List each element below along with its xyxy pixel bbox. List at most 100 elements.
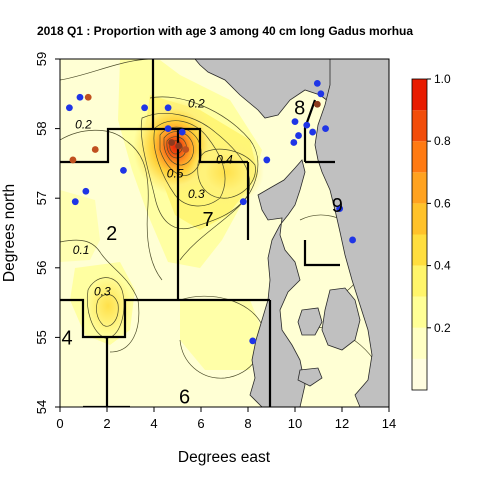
x-tick-label: 0: [56, 416, 63, 431]
y-axis: 54 55 56 57 58 59: [34, 52, 60, 414]
y-tick-label: 56: [34, 261, 49, 275]
contour-line: [96, 294, 119, 327]
contour-line: [169, 140, 183, 155]
land-island-small: [297, 367, 323, 387]
legend-tick-label: 0.4: [434, 259, 451, 273]
station-point: [317, 90, 325, 98]
station-point: [263, 156, 271, 164]
station-point: [76, 93, 84, 101]
station-point: [291, 118, 299, 126]
x-tick-label: 8: [244, 416, 251, 431]
station-point: [322, 125, 329, 132]
contour-line: [159, 126, 202, 176]
station-point: [141, 104, 149, 112]
legend-tick-label: 0.2: [434, 321, 451, 335]
station-point: [290, 139, 298, 146]
land-mask: [194, 59, 389, 407]
legend-swatch: [412, 203, 427, 235]
y-tick-label: 59: [34, 52, 49, 66]
legend-swatch: [412, 296, 427, 328]
contour-line: [60, 59, 151, 81]
legend-tick-label: 0.6: [434, 196, 451, 210]
contour-line: [60, 129, 163, 281]
legend-swatch: [412, 79, 427, 111]
legend-swatch: [412, 110, 427, 142]
area-boundary: [60, 298, 178, 339]
land-denmark-jutland: [249, 159, 306, 407]
area-boundaries: [60, 59, 340, 407]
station-point: [309, 128, 317, 136]
station-point: [91, 146, 99, 153]
heat-band-east: [180, 300, 262, 370]
contour-label: 0.2: [75, 118, 92, 132]
region-labels: 2 4 6 7 8 9: [61, 98, 343, 409]
legend-swatch: [412, 141, 427, 173]
plot-area: 2 4 6 7 8 9 0.2 0.2 0.1 0.3 0.3 0.4 0.5: [60, 59, 389, 409]
station-point: [349, 236, 356, 244]
station-point: [164, 104, 172, 112]
y-tick-label: 57: [34, 191, 49, 205]
contour-label: 0.4: [216, 152, 233, 166]
station-point: [239, 198, 247, 206]
legend-swatch: [412, 234, 427, 266]
region-label: 6: [179, 387, 190, 409]
station-point: [178, 128, 186, 136]
contour-label: 0.3: [188, 187, 205, 201]
x-tick-label: 12: [335, 416, 349, 431]
station-point: [249, 337, 257, 345]
contour-line: [86, 277, 125, 339]
station-point: [164, 125, 172, 132]
legend-tick-label: 1.0: [434, 72, 451, 86]
plot-frame: [59, 58, 390, 408]
x-tick-label: 14: [382, 416, 396, 431]
hotspot-east: [188, 138, 264, 206]
land-funen: [297, 307, 323, 336]
hotspot-south: [84, 274, 132, 338]
station-point: [313, 100, 321, 108]
contour-label: 0.1: [73, 243, 90, 257]
contour-line: [60, 239, 140, 353]
y-axis-label: Degrees north: [1, 184, 18, 282]
station-point: [82, 187, 90, 195]
station-point: [295, 132, 302, 139]
legend-swatch: [412, 358, 427, 390]
region-label: 9: [332, 195, 343, 217]
x-tick-label: 10: [288, 416, 302, 431]
x-tick-label: 6: [197, 416, 204, 431]
chart-title: 2018 Q1 : Proportion with age 3 among 40…: [37, 24, 413, 38]
legend-frame: [411, 78, 428, 391]
contour-line: [149, 96, 259, 261]
region-label: 2: [106, 223, 117, 245]
x-tick-label: 2: [103, 416, 110, 431]
region-label: 7: [202, 209, 213, 231]
legend-swatch: [412, 327, 427, 359]
legend-tick-label: 0.8: [434, 134, 451, 148]
contour-line: [140, 113, 251, 230]
station-point: [120, 166, 127, 174]
station-point: [69, 156, 77, 164]
y-tick-label: 55: [34, 330, 49, 344]
station-point: [175, 142, 183, 150]
station-point: [71, 198, 79, 206]
x-axis: 0 2 4 6 8 10 12 14: [56, 407, 396, 431]
land-sweden: [314, 59, 389, 407]
station-point: [168, 139, 176, 146]
contour-labels: 0.2 0.2 0.1 0.3 0.3 0.4 0.5: [73, 97, 233, 299]
legend-swatch: [412, 172, 427, 204]
station-point: [66, 104, 73, 112]
y-tick-label: 54: [34, 400, 49, 414]
contour-label: 0.5: [167, 166, 184, 180]
legend-swatch: [412, 265, 427, 297]
contour-label: 0.2: [188, 97, 205, 111]
area-boundary: [303, 240, 340, 267]
x-tick-label: 4: [150, 416, 157, 431]
heat-band-sw: [60, 190, 100, 262]
station-points: [66, 79, 356, 345]
x-axis-label: Degrees east: [178, 449, 271, 466]
contour-line: [197, 148, 256, 199]
station-point: [84, 93, 92, 101]
region-label: 4: [61, 327, 72, 349]
station-point: [303, 121, 311, 129]
station-point: [182, 146, 190, 153]
